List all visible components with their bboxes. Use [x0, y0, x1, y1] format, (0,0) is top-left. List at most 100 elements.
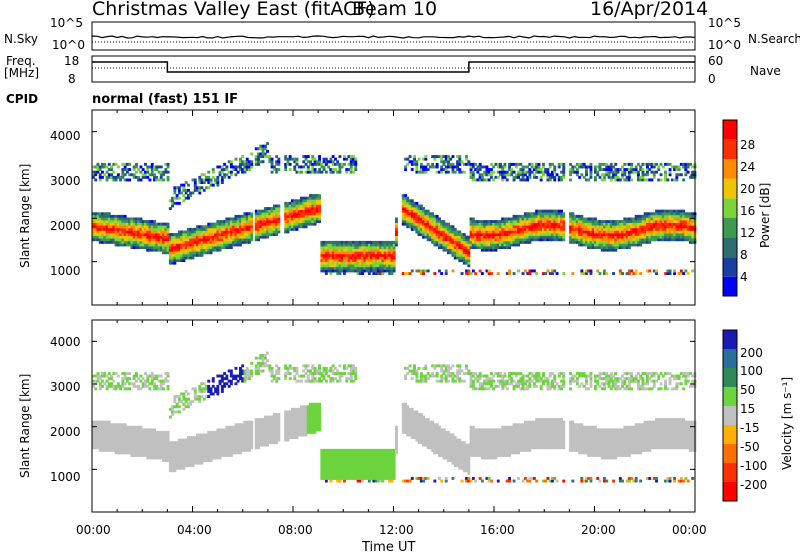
velocity-cell — [211, 377, 215, 381]
power-cell — [562, 165, 566, 169]
velocity-cell — [193, 387, 197, 391]
power-cell — [239, 227, 242, 231]
power-cell — [232, 227, 236, 231]
velocity-cell — [198, 448, 202, 452]
velocity-cell — [182, 456, 186, 460]
power-cell — [367, 251, 371, 255]
power-cell — [286, 209, 290, 213]
velocity-cell — [128, 377, 132, 381]
power-cell — [413, 155, 416, 158]
power-cell — [259, 160, 263, 164]
power-cell — [245, 235, 249, 239]
power-cell — [661, 230, 665, 234]
power-cell — [451, 235, 455, 239]
power-cell — [557, 162, 561, 166]
power-cell — [327, 253, 331, 257]
power-cell — [637, 222, 640, 226]
power-cell — [526, 165, 530, 169]
power-cell — [311, 194, 315, 197]
power-cell — [449, 233, 453, 236]
xtick-0400: 04:00 — [177, 523, 212, 537]
power-cell — [603, 227, 606, 231]
power-cell — [365, 240, 369, 244]
power-cell — [664, 173, 667, 177]
power-cell — [478, 246, 482, 249]
power-cell — [438, 238, 441, 242]
power-cell — [582, 243, 586, 247]
velocity-cell — [139, 374, 143, 378]
power-cell — [150, 246, 154, 249]
power-cell — [562, 214, 566, 218]
velocity-cell — [191, 438, 195, 442]
velocity-cell — [112, 441, 116, 445]
velocity-cell — [139, 379, 143, 383]
power-cell — [345, 256, 349, 260]
power-cell — [254, 233, 258, 236]
power-cell — [211, 183, 215, 187]
power-cell — [245, 168, 249, 171]
power-cell — [257, 230, 260, 234]
power-cell — [168, 240, 172, 244]
power-cell — [232, 230, 236, 234]
power-cell — [684, 227, 688, 231]
velocity-cell — [198, 438, 202, 442]
power-cell — [94, 178, 98, 182]
power-cell — [496, 240, 500, 244]
power-cell — [229, 217, 233, 221]
velocity-cell — [139, 443, 143, 447]
velocity-cell — [207, 456, 211, 460]
power-cell — [137, 220, 141, 223]
power-cell — [150, 170, 154, 174]
power-cell — [189, 256, 193, 260]
power-cell — [664, 220, 667, 223]
velocity-cell — [193, 454, 197, 457]
power-cell — [453, 235, 457, 239]
power-cell — [200, 225, 204, 229]
power-cell — [177, 230, 181, 234]
power-cell — [621, 170, 624, 174]
power-cell — [177, 251, 181, 255]
power-cell — [514, 217, 518, 221]
power-cell — [137, 230, 141, 234]
power-cell — [408, 201, 412, 205]
power-cell — [196, 238, 199, 242]
power-cell — [419, 170, 423, 174]
power-cell — [623, 238, 627, 242]
power-cell — [349, 165, 353, 169]
velocity-cell — [168, 454, 172, 457]
power-cell — [254, 235, 258, 239]
power-cell — [562, 272, 566, 275]
power-cell — [94, 225, 98, 229]
velocity-cell — [155, 387, 159, 391]
velocity-cell — [148, 446, 152, 450]
power-cell — [627, 243, 631, 247]
power-heatmap — [92, 142, 697, 275]
power-cell — [546, 170, 550, 174]
power-cell — [530, 217, 534, 221]
power-cell — [557, 209, 561, 213]
power-cell — [537, 225, 541, 229]
power-cell — [388, 256, 392, 260]
power-cell — [148, 243, 152, 247]
power-cell — [523, 170, 527, 174]
power-cell — [356, 261, 360, 265]
power-cell — [458, 155, 462, 158]
power-cell — [646, 214, 649, 218]
power-cell — [166, 240, 170, 244]
power-cell — [612, 272, 615, 275]
power-cell — [171, 201, 174, 205]
power-cell — [196, 188, 199, 192]
power-cell — [189, 240, 193, 244]
power-cell — [485, 220, 489, 223]
power-cell — [668, 233, 672, 236]
power-cell — [336, 256, 340, 260]
velocity-cell — [125, 443, 129, 447]
power-cell — [180, 191, 184, 195]
power-cell — [162, 230, 165, 234]
power-cell — [343, 256, 346, 260]
power-cell — [182, 246, 186, 249]
velocity-cell — [103, 448, 107, 452]
power-cell — [503, 217, 507, 221]
power-cell — [175, 243, 179, 247]
power-cell — [146, 175, 150, 179]
